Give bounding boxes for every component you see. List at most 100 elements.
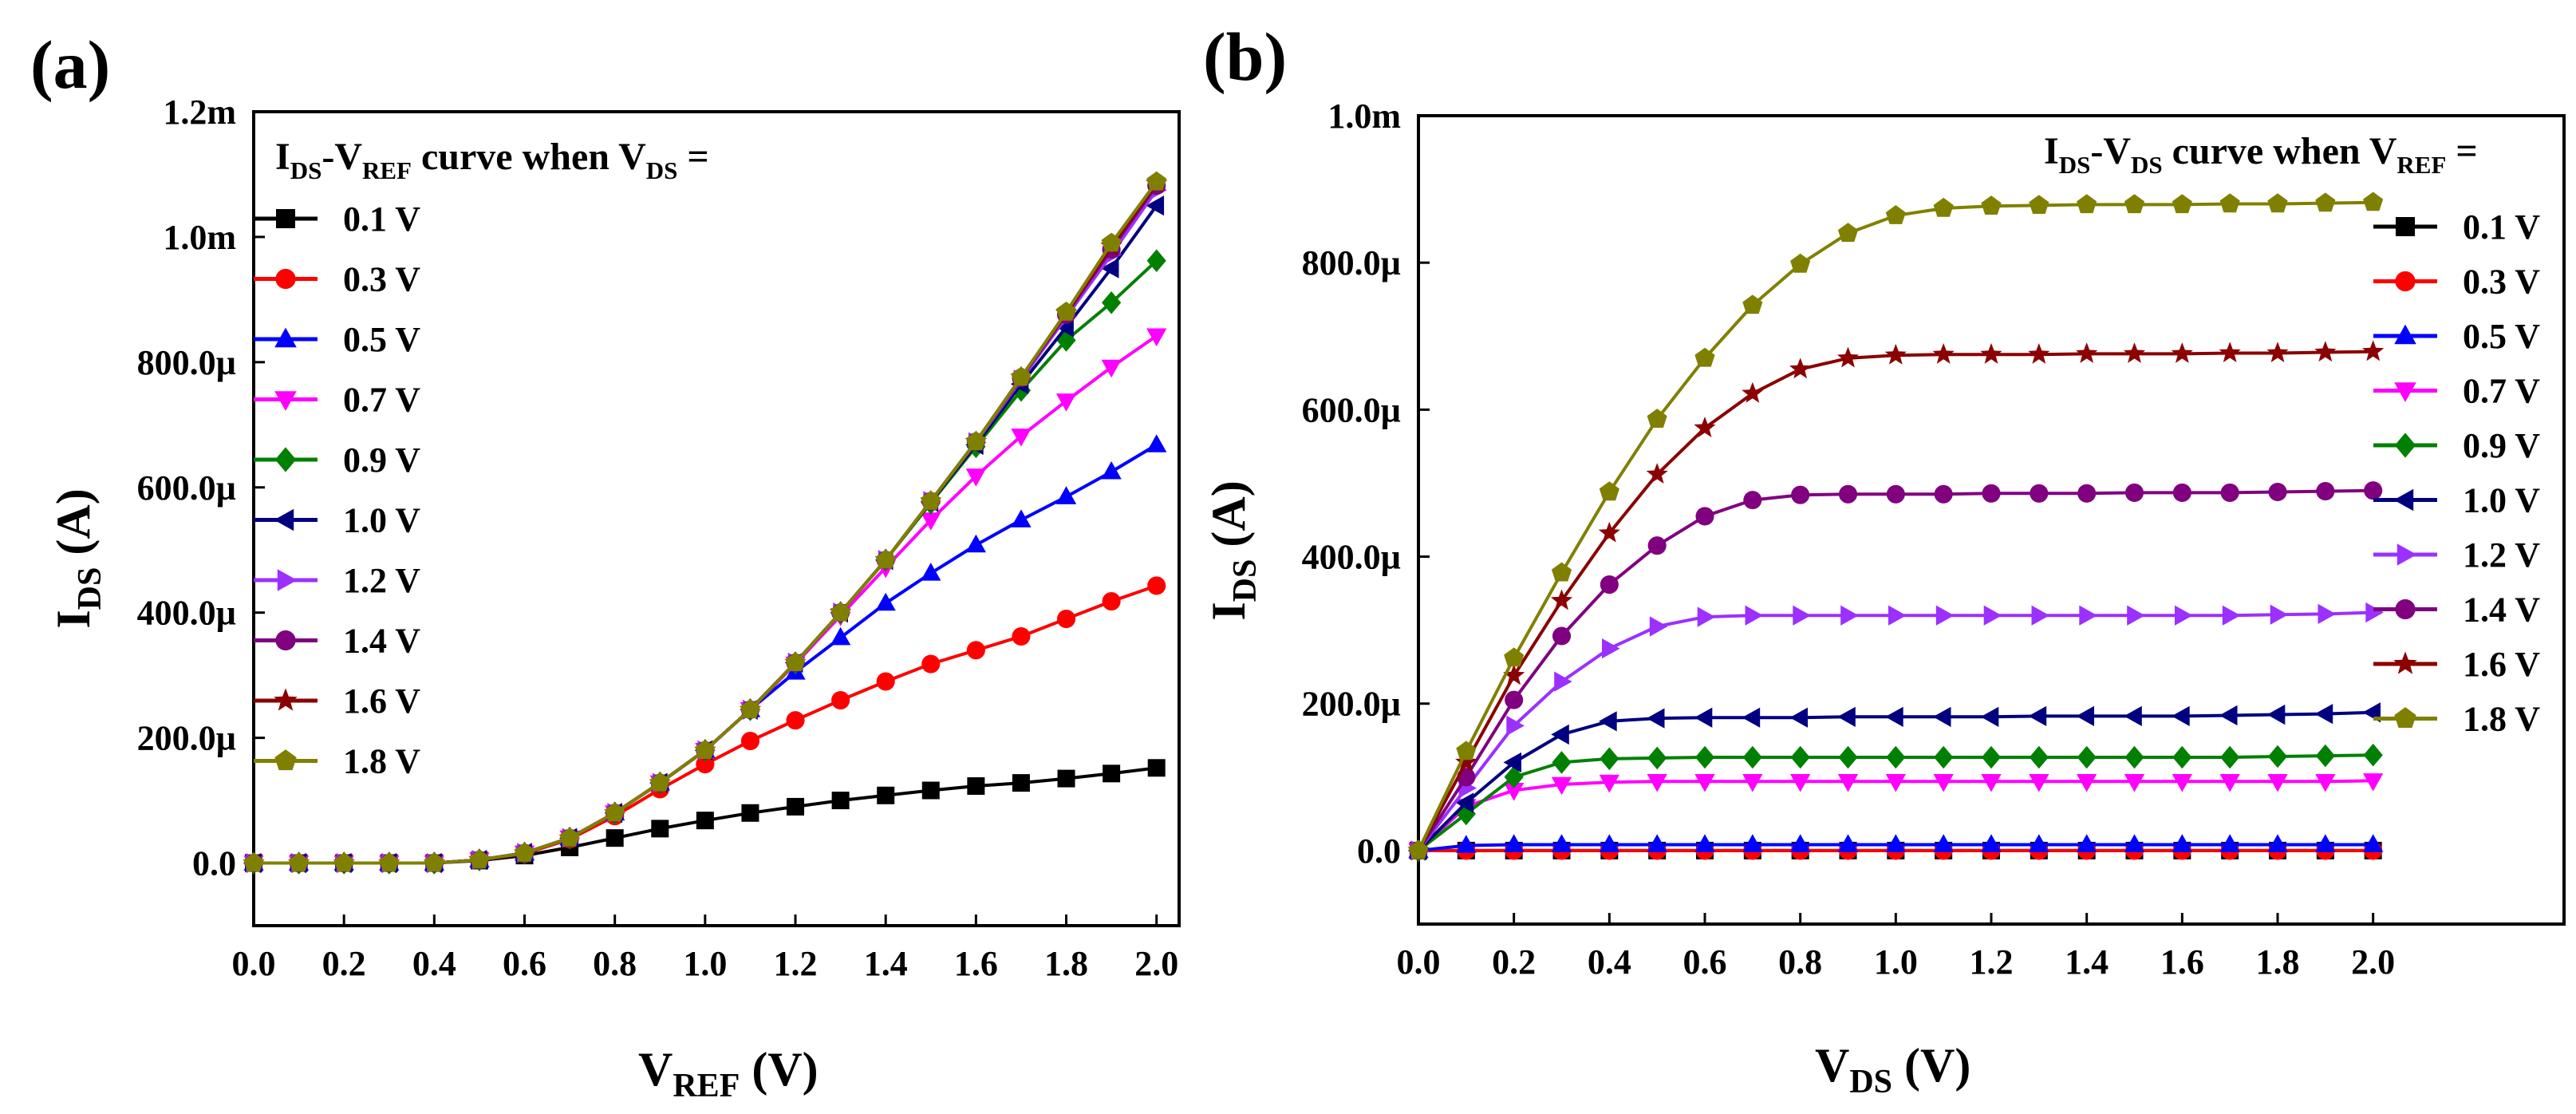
panel-b-series-1.6v xyxy=(1407,340,2385,860)
panel-a-legend-label: 0.1 V xyxy=(343,199,420,239)
panel-a-y-tick-label: 1.2m xyxy=(163,93,236,132)
panel-b-data-point xyxy=(2363,834,2384,852)
panel-b-y-tick-label: 0.0 xyxy=(1357,832,1401,871)
panel-b-data-point xyxy=(1503,752,1521,772)
panel-b-legend: 0.1 V 0.3 V 0.5 V 0.7 V 0.9 V 1.0 V 1.2 V 1.4 V… xyxy=(2373,207,2540,739)
panel-b-data-point xyxy=(2315,744,2335,768)
panel-b-data-point xyxy=(2266,704,2286,725)
panel-b-data-point xyxy=(2124,705,2142,726)
panel-b-series-1.4v xyxy=(1409,481,2383,860)
panel-b-legend-marker xyxy=(2397,543,2417,566)
panel-b-data-point xyxy=(1886,745,1906,769)
panel-b-data-point xyxy=(2219,834,2240,852)
panel-a-data-point xyxy=(243,852,264,872)
panel-b-data-point xyxy=(1694,745,1715,769)
panel-b-data-point xyxy=(1837,834,1859,852)
panel-b-data-point xyxy=(1599,481,1619,501)
panel-b-data-point xyxy=(2124,483,2144,502)
panel-b-data-point xyxy=(1933,834,1954,852)
panel-b-data-point xyxy=(1694,774,1715,792)
panel-b-data-point xyxy=(1456,835,1477,853)
panel-b-data-point xyxy=(1790,745,1810,769)
panel-a-x-axis-title: VREF (V) xyxy=(638,1043,819,1104)
panel-b-data-point xyxy=(2315,774,2336,792)
panel-b-legend-label: 1.6 V xyxy=(2463,645,2540,684)
panel-b-data-point xyxy=(1888,605,1907,626)
panel-a-y-tick-label: 200.0µ xyxy=(137,719,236,758)
panel-b-legend-marker xyxy=(2395,271,2416,292)
panel-a-data-point xyxy=(606,829,624,847)
panel-b-legend-marker xyxy=(2396,217,2415,236)
panel-a-data-point xyxy=(651,820,669,838)
panel-a-x-tick-label: 1.4 xyxy=(864,944,908,983)
panel-a-data-point xyxy=(333,852,354,872)
panel-b-data-point xyxy=(1647,834,1667,852)
panel-a-legend-marker xyxy=(274,391,297,411)
panel-b-data-point xyxy=(2219,705,2238,726)
panel-b-frame xyxy=(1417,114,2566,926)
panel-b-x-tick-label: 0.8 xyxy=(1778,942,1822,982)
panel-b-data-point xyxy=(2076,342,2098,363)
panel-b-data-point xyxy=(1647,409,1667,428)
panel-b-x-axis-title: VDS (V) xyxy=(1815,1039,1970,1100)
panel-a-data-point xyxy=(1100,258,1119,278)
panel-a-data-point xyxy=(1102,291,1122,314)
panel-b-data-point xyxy=(2267,745,2288,768)
panel-b-data-point xyxy=(1793,605,1811,626)
panel-b-data-point xyxy=(1983,605,2002,626)
panel-b-data-point xyxy=(1599,834,1619,852)
panel-b-data-point xyxy=(1885,706,1903,727)
panel-b-data-point xyxy=(1600,747,1619,771)
panel-a-x-tick-label: 1.8 xyxy=(1044,944,1088,983)
panel-b-data-point xyxy=(1697,606,1716,627)
panel-b-x-tick-label: 0.4 xyxy=(1588,942,1631,982)
panel-b-data-point xyxy=(1885,834,1906,852)
panel-b-data-point xyxy=(1885,774,1906,792)
panel-b-data-point xyxy=(2172,483,2191,502)
panel-b-legend-marker xyxy=(2394,324,2416,345)
panel-a-data-point xyxy=(921,490,941,510)
panel-a-data-point xyxy=(1055,393,1077,412)
panel-a-data-point xyxy=(469,849,490,869)
panel-b-data-point xyxy=(1980,343,2002,364)
panel-a-y-tick-label: 1.0m xyxy=(163,218,236,257)
panel-b-data-point xyxy=(1884,343,1907,365)
panel-a-legend-label: 0.9 V xyxy=(343,440,420,480)
panel-b-data-point xyxy=(1837,774,1859,792)
panel-b-data-point xyxy=(1742,707,1761,728)
panel-b-y-axis-title: IDS (A) xyxy=(1202,480,1264,620)
panel-b-data-point xyxy=(2077,194,2097,214)
panel-a-chart: (a) 0.0 0.2 0.4 0.6 0.8 1.0 1.2 1.4 1.6 1.8 2.00.0… xyxy=(30,26,1181,1104)
panel-a-data-point xyxy=(787,797,805,816)
panel-b-data-point xyxy=(1504,765,1524,789)
panel-a-data-point xyxy=(1056,301,1077,321)
panel-a-data-point xyxy=(740,731,759,751)
panel-b-data-point xyxy=(1647,746,1667,770)
panel-b-data-point xyxy=(1934,484,1953,504)
panel-a-y-tick-label: 600.0µ xyxy=(137,468,236,508)
panel-b-data-point xyxy=(1789,358,1812,379)
panel-a-legend-marker xyxy=(274,688,298,711)
panel-b-x-tick-label: 1.8 xyxy=(2256,942,2300,982)
panel-b-data-point xyxy=(2318,603,2336,624)
panel-a-data-point xyxy=(740,699,760,718)
panel-b-legend-label: 0.9 V xyxy=(2463,426,2540,465)
panel-a-data-point xyxy=(1011,429,1032,447)
panel-b-data-point xyxy=(1742,834,1763,852)
panel-b-data-point xyxy=(2222,605,2241,626)
panel-b-data-point xyxy=(2266,342,2289,362)
panel-b-data-point xyxy=(1840,605,1859,626)
panel-a-data-point xyxy=(965,431,986,451)
panel-a-x-tick-label: 1.2 xyxy=(774,944,818,983)
panel-b-legend-label: 0.5 V xyxy=(2463,317,2540,356)
panel-b-data-point xyxy=(2031,605,2049,626)
panel-b-data-point xyxy=(1838,484,1858,504)
panel-b-data-point xyxy=(2030,484,2049,503)
panel-a-x-tick-label: 2.0 xyxy=(1134,944,1178,983)
panel-a-data-point xyxy=(605,802,625,822)
panel-a-x-tick-label: 1.6 xyxy=(954,944,998,983)
panel-a-data-point xyxy=(1057,769,1075,788)
panel-b-data-point xyxy=(2270,604,2289,625)
panel-a-legend-marker xyxy=(274,749,297,771)
panel-b-series-0.5v xyxy=(1408,834,2384,859)
